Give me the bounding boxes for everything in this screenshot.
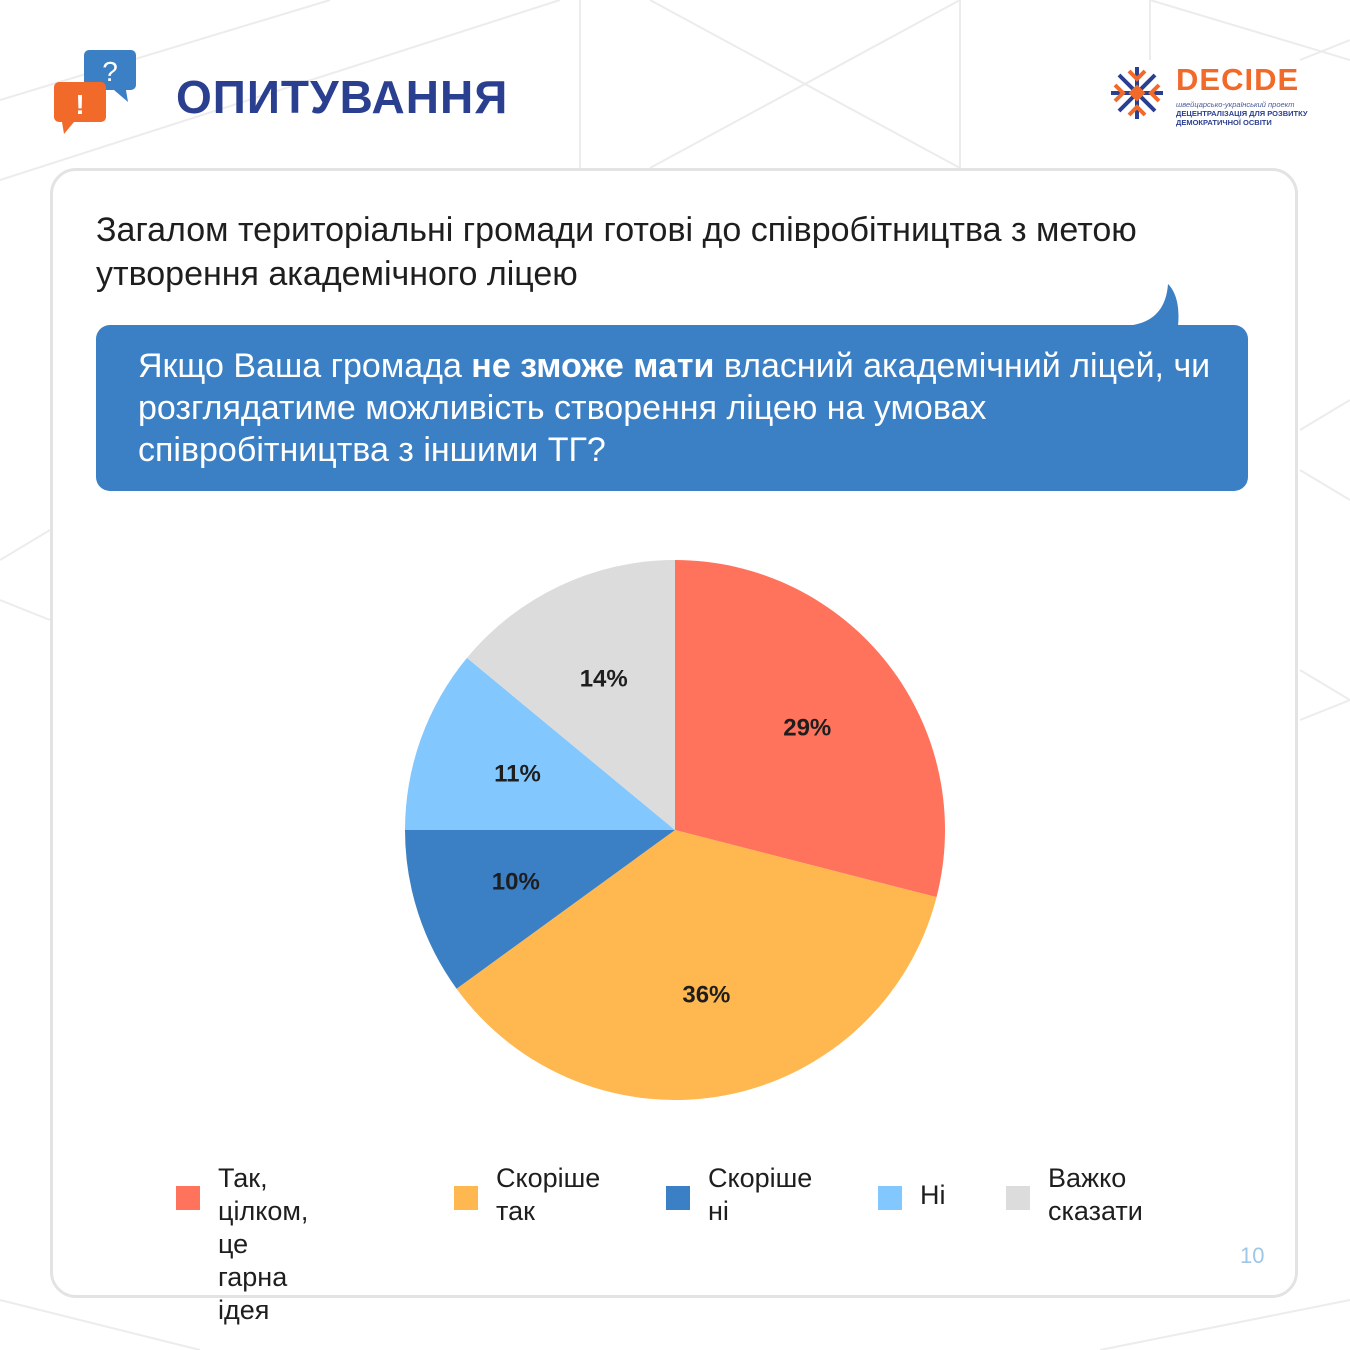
pie-slice-label-1: 36%: [682, 981, 730, 1008]
pie-slice-label-2: 10%: [492, 869, 540, 896]
legend-label: Ні: [920, 1180, 946, 1210]
logo-subtitle-line3: ДЕМОКРАТИЧНОЇ ОСВІТИ: [1176, 118, 1272, 127]
legend-label: Скоріше так: [496, 1163, 601, 1226]
legend-swatch: [454, 1186, 478, 1210]
legend-swatch: [878, 1186, 902, 1210]
decide-logo: DECIDE швейцарсько-український проект ДЕ…: [1104, 60, 1314, 130]
pie-slice-label-3: 11%: [494, 760, 541, 787]
page-title: ОПИТУВАННЯ: [176, 71, 509, 123]
pie-slice-0: [675, 560, 945, 898]
logo-subtitle-line2: ДЕЦЕНТРАЛІЗАЦІЯ ДЛЯ РОЗВИТКУ: [1176, 109, 1308, 118]
svg-text:!: !: [75, 89, 84, 120]
legend-swatch: [666, 1186, 690, 1210]
pie-slice-label-0: 29%: [783, 714, 831, 741]
pie-slice-2: [405, 830, 675, 989]
legend-swatch: [1006, 1186, 1030, 1210]
pie-slice-1: [456, 830, 937, 1100]
legend-label: Скоріше ні: [708, 1163, 813, 1226]
logo-subtitle: швейцарсько-український проект ДЕЦЕНТРАЛ…: [1176, 100, 1316, 127]
page-number: 10: [1240, 1243, 1265, 1268]
bubble-tail: [1120, 284, 1179, 326]
question-part2: власний академічний ліцей, чи розглядати…: [138, 347, 1211, 469]
pie-slice-3: [405, 657, 675, 830]
logo-subtitle-line1: швейцарсько-український проект: [1176, 100, 1295, 109]
pie-slice-4: [466, 560, 675, 830]
question-text: Якщо Ваша громада не зможе мати власний …: [138, 345, 1228, 471]
speech-bubbles-icon: ? !: [54, 50, 136, 134]
legend-label: Так, цілком, це гарна ідея: [218, 1163, 309, 1325]
question-part1: Якщо Ваша громада: [138, 347, 472, 385]
legend-label: Важко сказати: [1048, 1163, 1143, 1226]
snowflake-logo-icon: [1111, 67, 1163, 119]
pie-chart: 29% 36% 10% 11% 14%: [405, 560, 945, 1100]
svg-text:?: ?: [102, 56, 118, 87]
legend-swatch: [176, 1186, 200, 1210]
chart-legend: Так, цілком, це гарна ідея Скоріше так Ско…: [176, 1162, 1176, 1325]
statement-text: Загалом територіальні громади готові до …: [96, 211, 1137, 293]
pie-slice-label-4: 14%: [580, 666, 628, 693]
question-bold: не зможе мати: [471, 347, 715, 385]
logo-name: DECIDE: [1176, 62, 1300, 97]
question-bubble: Якщо Ваша громада не зможе мати власний …: [96, 325, 1248, 491]
